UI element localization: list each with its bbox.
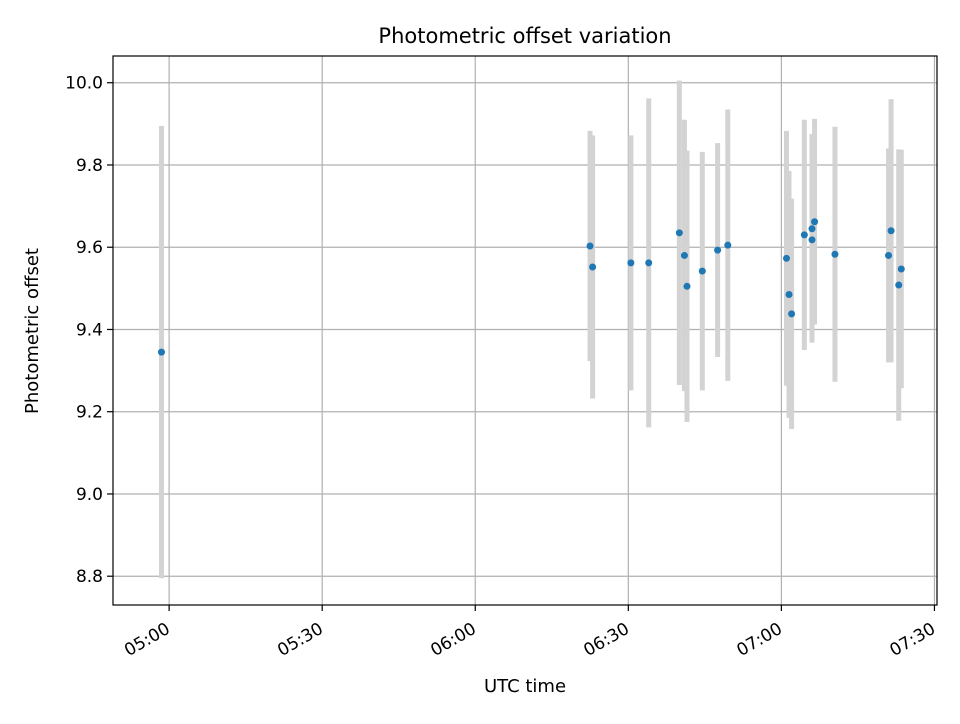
y-tick-label: 9.8 — [76, 156, 103, 176]
data-point — [589, 263, 597, 271]
data-point — [808, 236, 816, 244]
x-axis-label: UTC time — [484, 676, 566, 697]
y-tick-label: 9.2 — [76, 403, 103, 423]
data-point — [887, 227, 895, 235]
data-point — [782, 254, 790, 262]
data-point — [811, 218, 819, 226]
y-axis-label: Photometric offset — [22, 248, 43, 414]
data-point — [724, 241, 732, 249]
data-point — [831, 250, 839, 258]
data-point — [895, 281, 903, 289]
data-point — [680, 251, 688, 259]
data-point — [800, 231, 808, 239]
y-tick-label: 9.6 — [76, 238, 103, 258]
data-point — [157, 348, 165, 356]
data-points — [157, 218, 905, 356]
data-point — [645, 259, 653, 267]
y-tick-label: 9.4 — [76, 320, 103, 340]
chart-title: Photometric offset variation — [378, 24, 671, 48]
data-point — [785, 291, 793, 299]
data-point — [885, 251, 893, 259]
y-tick-label: 8.8 — [76, 567, 103, 587]
data-point — [627, 259, 635, 267]
y-axis-ticks: 8.8 9.0 9.2 9.4 9.6 9.8 10.0 — [65, 74, 113, 587]
plot-frame — [112, 55, 938, 606]
data-point — [586, 242, 594, 250]
data-point — [698, 267, 706, 275]
data-point — [714, 246, 722, 254]
data-point — [788, 310, 796, 318]
data-point — [683, 282, 691, 290]
grid — [113, 56, 937, 605]
data-point — [808, 225, 816, 233]
y-tick-label: 10.0 — [65, 74, 103, 94]
y-tick-label: 9.0 — [76, 485, 103, 505]
data-point — [897, 265, 905, 273]
data-point — [675, 229, 683, 237]
